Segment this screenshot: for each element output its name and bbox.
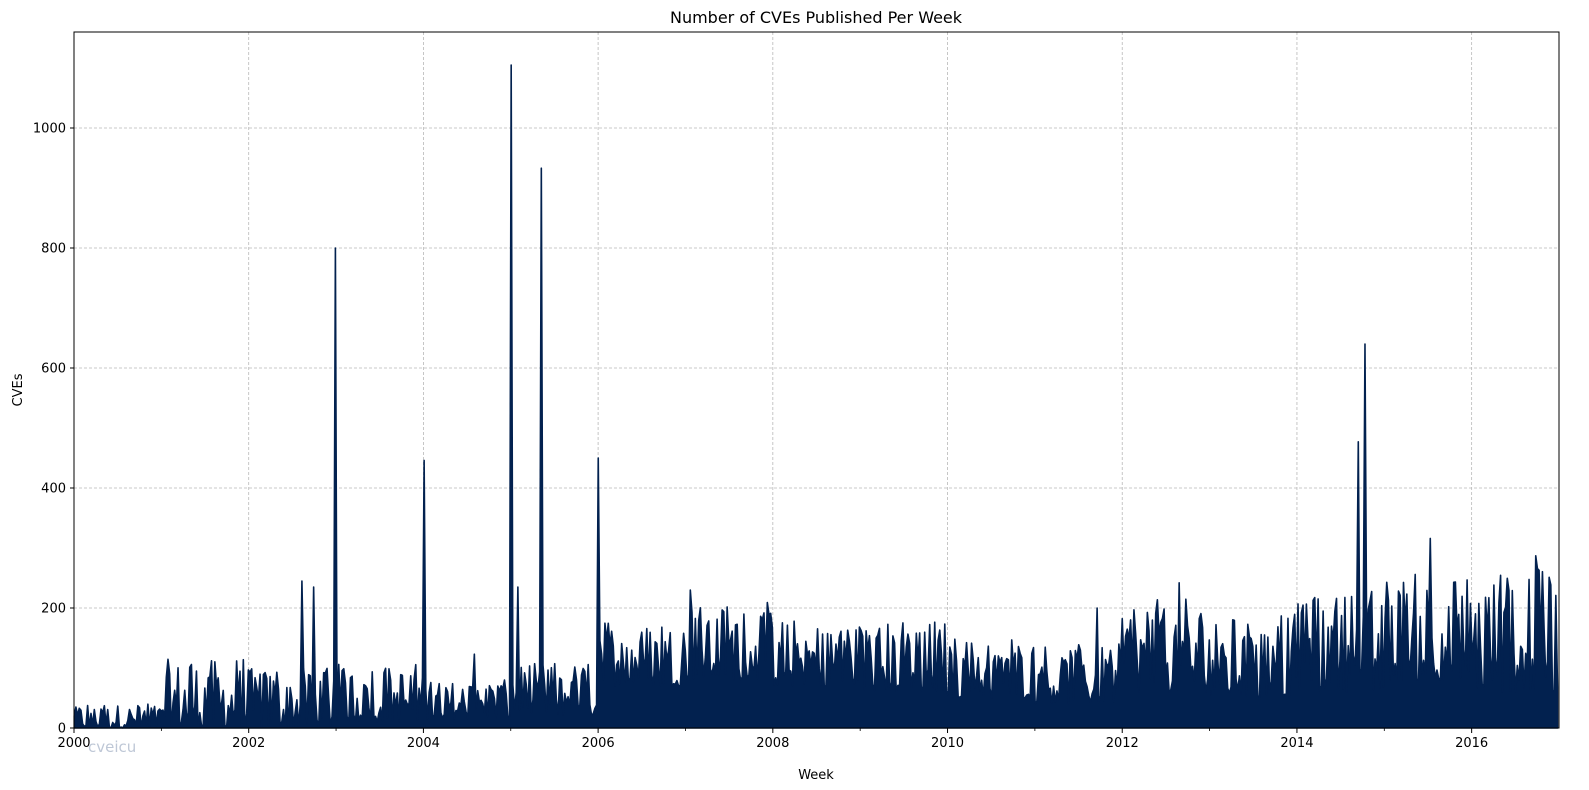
plot-frame	[73, 31, 1560, 729]
x-tick-label: 2016	[1455, 736, 1488, 751]
y-tick-label: 200	[41, 602, 66, 617]
x-tick-label: 2002	[232, 736, 265, 751]
x-tick-label: 2008	[756, 736, 789, 751]
chart-title: Number of CVEs Published Per Week	[670, 8, 963, 27]
x-axis-ticks: 2000 2002 2004 2006 2008 2010 2012 2014 2016	[57, 728, 1488, 751]
grid	[73, 32, 1559, 729]
x-tick-label: 2006	[582, 736, 615, 751]
cve-area-series	[73, 64, 1559, 729]
x-tick-label: 2000	[57, 736, 90, 751]
y-axis-label: CVEs	[11, 373, 26, 406]
x-tick-label: 2010	[931, 736, 964, 751]
x-tick-label: 2014	[1280, 736, 1313, 751]
axes	[73, 31, 1560, 729]
y-tick-label: 800	[41, 242, 66, 257]
y-tick-label: 400	[41, 482, 66, 497]
x-tick-label: 2004	[407, 736, 440, 751]
y-axis-ticks: 0 200 400 600 800 1000	[33, 122, 74, 737]
y-tick-label: 600	[41, 362, 66, 377]
y-tick-label: 1000	[33, 122, 66, 137]
x-tick-label: 2012	[1106, 736, 1139, 751]
watermark: cveicu	[88, 738, 136, 756]
y-tick-label: 0	[58, 722, 66, 737]
area-layer	[73, 64, 1559, 729]
x-axis-label: Week	[798, 768, 834, 783]
